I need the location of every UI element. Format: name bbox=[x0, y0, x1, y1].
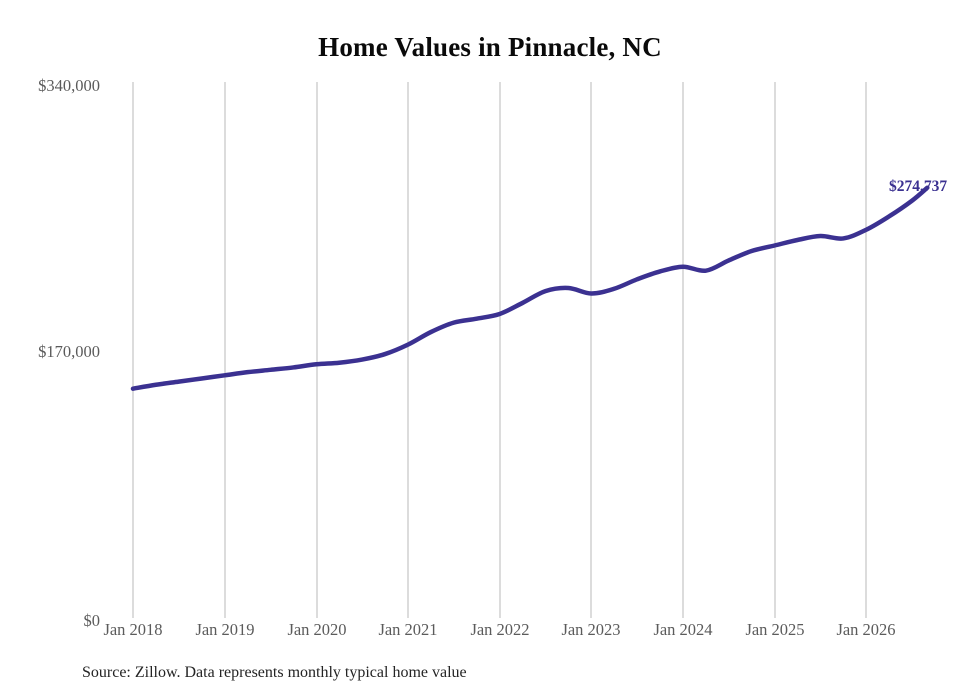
value-line bbox=[130, 185, 930, 391]
y-axis-tick-170000: $170,000 bbox=[38, 342, 100, 361]
endpoint-value-label: $274,737 bbox=[889, 178, 948, 195]
x-axis-tick-jan-2022: Jan 2022 bbox=[470, 620, 530, 639]
chart-title: Home Values in Pinnacle, NC bbox=[318, 32, 662, 62]
gridlines-vertical bbox=[132, 82, 867, 618]
y-axis-tick-0: $0 bbox=[83, 611, 101, 630]
x-axis-tick-jan-2026: Jan 2026 bbox=[836, 620, 896, 639]
x-axis-tick-jan-2025: Jan 2025 bbox=[745, 620, 805, 639]
x-axis-tick-jan-2021: Jan 2021 bbox=[378, 620, 438, 639]
x-axis-tick-jan-2024: Jan 2024 bbox=[653, 620, 713, 639]
x-axis-tick-jan-2023: Jan 2023 bbox=[561, 620, 621, 639]
x-axis-tick-jan-2019: Jan 2019 bbox=[195, 620, 255, 639]
y-axis-tick-340000: $340,000 bbox=[38, 76, 100, 95]
x-axis-tick-jan-2020: Jan 2020 bbox=[287, 620, 347, 639]
x-axis-tick-jan-2018: Jan 2018 bbox=[103, 620, 163, 639]
source-note: Source: Zillow. Data represents monthly … bbox=[82, 664, 467, 681]
